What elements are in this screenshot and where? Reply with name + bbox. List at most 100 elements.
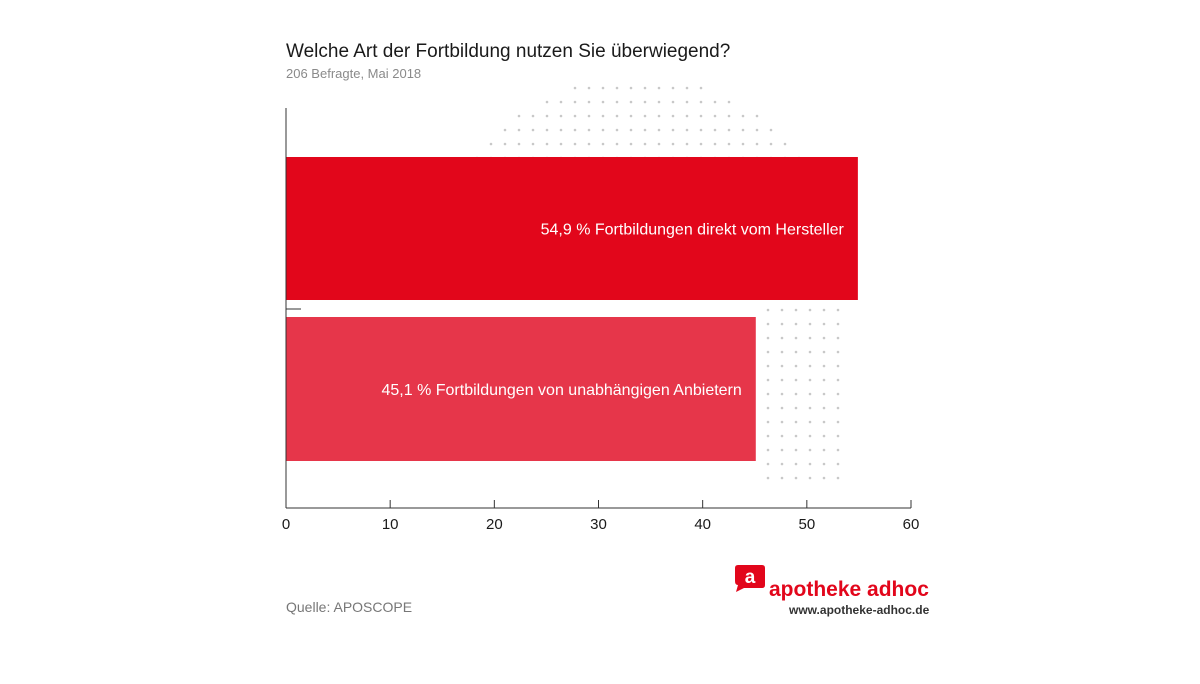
decor-dot: [615, 86, 619, 90]
decor-dot: [699, 100, 703, 104]
data-label: 54,9 % Fortbildungen direkt vom Herstell…: [541, 222, 845, 239]
decor-dot: [780, 462, 784, 466]
decor-dot: [573, 142, 577, 146]
decor-dot: [822, 476, 826, 480]
decor-dot: [587, 128, 591, 132]
decor-dot: [794, 336, 798, 340]
decor-dot: [780, 322, 784, 326]
decor-dot: [822, 308, 826, 312]
decor-dot: [601, 100, 605, 104]
decor-dot: [517, 128, 521, 132]
decor-dot: [766, 378, 770, 382]
decor-dot: [629, 114, 633, 118]
decor-dot: [794, 378, 798, 382]
decor-dot: [643, 114, 647, 118]
decor-dot: [615, 142, 619, 146]
decor-dot: [643, 86, 647, 90]
decor-dot: [545, 100, 549, 104]
decor-dot: [780, 406, 784, 410]
decor-dot: [615, 128, 619, 132]
decor-dot: [836, 406, 840, 410]
bar: [286, 157, 858, 300]
decor-dot: [822, 434, 826, 438]
decor-dot: [615, 114, 619, 118]
decor-dot: [808, 448, 812, 452]
x-tick-label: 0: [282, 516, 290, 533]
decor-dot: [780, 420, 784, 424]
x-tick-label: 50: [798, 516, 815, 533]
decor-dot: [713, 142, 717, 146]
decor-dot: [671, 86, 675, 90]
decor-dot: [766, 364, 770, 368]
decor-dot: [766, 322, 770, 326]
decor-dot: [766, 350, 770, 354]
x-tick-label: 60: [903, 516, 920, 533]
decor-dot: [780, 350, 784, 354]
decor-dot: [822, 378, 826, 382]
decor-dot: [780, 392, 784, 396]
decor-dot: [783, 142, 787, 146]
decor-dot: [699, 142, 703, 146]
decor-dot: [671, 142, 675, 146]
decor-dot: [517, 142, 521, 146]
decor-dot: [587, 142, 591, 146]
decor-dot: [794, 364, 798, 368]
decor-dot: [559, 128, 563, 132]
decor-dot: [766, 476, 770, 480]
decor-dot: [780, 378, 784, 382]
decor-dot: [780, 434, 784, 438]
decor-dot: [559, 142, 563, 146]
decor-dot: [629, 86, 633, 90]
decor-dot: [503, 128, 507, 132]
decor-dot: [601, 128, 605, 132]
decor-dot: [601, 114, 605, 118]
decor-dot: [685, 142, 689, 146]
decor-dot: [822, 448, 826, 452]
decor-dot: [836, 476, 840, 480]
decor-dot: [699, 86, 703, 90]
decor-dot: [822, 420, 826, 424]
decor-dot: [794, 392, 798, 396]
decor-dot: [808, 308, 812, 312]
decor-dot: [573, 114, 577, 118]
decor-dot: [836, 420, 840, 424]
decor-dot: [822, 392, 826, 396]
decor-dot: [794, 462, 798, 466]
decor-dot: [794, 476, 798, 480]
decor-dot: [808, 364, 812, 368]
decor-dot: [615, 100, 619, 104]
decor-dot: [671, 128, 675, 132]
decor-dot: [699, 114, 703, 118]
decor-dot: [657, 100, 661, 104]
decor-dot: [629, 128, 633, 132]
x-tick-label: 40: [694, 516, 711, 533]
decor-dot: [794, 308, 798, 312]
decor-dot: [808, 336, 812, 340]
decor-dot: [559, 114, 563, 118]
decor-dot: [836, 434, 840, 438]
decor-dot: [727, 100, 731, 104]
decor-dot: [629, 100, 633, 104]
decor-dot: [741, 114, 745, 118]
decor-dot: [808, 476, 812, 480]
decor-dot: [671, 100, 675, 104]
decor-dot: [808, 462, 812, 466]
decor-dot: [503, 142, 507, 146]
decor-dot: [794, 350, 798, 354]
decor-dot: [741, 128, 745, 132]
decor-dot: [713, 128, 717, 132]
decor-dot: [685, 86, 689, 90]
decor-dot: [836, 392, 840, 396]
bar: [286, 317, 756, 461]
decor-dot: [601, 86, 605, 90]
decor-dot: [822, 364, 826, 368]
decor-dot: [822, 336, 826, 340]
chart-title: Welche Art der Fortbildung nutzen Sie üb…: [286, 41, 731, 62]
decor-dot: [489, 142, 493, 146]
decor-dot: [836, 462, 840, 466]
decor-dot: [755, 128, 759, 132]
decor-dot: [517, 114, 521, 118]
decor-dot: [808, 322, 812, 326]
decor-dot: [766, 448, 770, 452]
